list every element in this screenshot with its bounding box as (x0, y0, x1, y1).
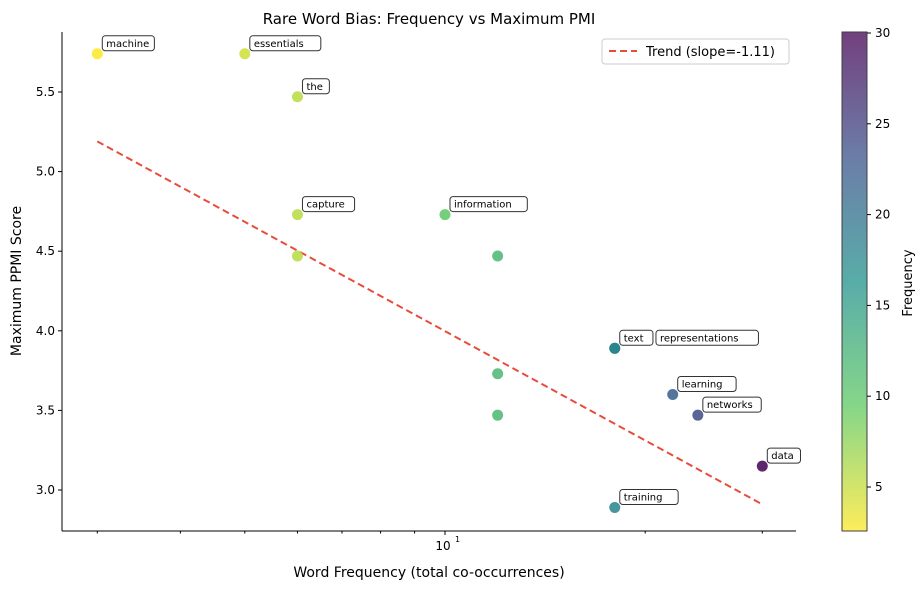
label-box (619, 329, 654, 346)
data-point (609, 342, 621, 354)
y-tick-label: 5.5 (36, 85, 55, 99)
data-point (492, 409, 504, 421)
plot-area: 3.0 3.5 4.0 4.5 5.0 5.5 10 1 the text data machine c… (36, 32, 801, 553)
data-point (91, 48, 103, 60)
point-label: text (619, 329, 654, 346)
point-label: the (301, 78, 330, 95)
y-tick-label: 5.0 (36, 165, 55, 179)
chart-title: Rare Word Bias: Frequency vs Maximum PMI (263, 10, 596, 28)
label-text: essentials (254, 39, 304, 50)
point-label: networks (702, 396, 762, 413)
point-label: data (766, 447, 801, 464)
label-text: learning (682, 379, 723, 390)
colorbar-tick-label: 10 (875, 389, 890, 403)
colorbar-tick-label: 15 (875, 298, 890, 312)
legend-trend-label: Trend (slope=-1.11) (645, 45, 775, 60)
label-box (249, 35, 322, 52)
colorbar-tick-label: 20 (875, 208, 890, 222)
data-point (439, 209, 451, 221)
y-axis-label: Maximum PPMI Score (9, 206, 25, 356)
data-point (756, 460, 768, 472)
label-text: training (624, 493, 663, 504)
trend-line (96, 140, 763, 506)
label-text: text (624, 333, 644, 344)
data-point (239, 48, 251, 60)
colorbar-tick-label: 30 (875, 26, 890, 40)
label-box (301, 196, 356, 213)
data-point (291, 209, 303, 221)
colorbar: Frequency 5 10 15 20 25 30 (841, 26, 916, 532)
data-point (291, 91, 303, 103)
label-text: networks (707, 400, 753, 411)
label-text: the (306, 82, 322, 93)
label-box (449, 196, 528, 213)
label-box (655, 329, 759, 346)
y-tick-label: 4.5 (36, 244, 55, 258)
data-point (609, 502, 621, 514)
label-text: capture (306, 200, 344, 211)
label-box (766, 447, 801, 464)
legend-box (601, 38, 790, 65)
x-tick-exponent: 1 (455, 535, 460, 544)
colorbar-tick-label: 5 (875, 480, 883, 494)
point-label: machine (101, 35, 155, 52)
point-label: learning (677, 375, 737, 392)
label-text: data (771, 451, 794, 462)
data-point (291, 250, 303, 262)
data-point (492, 250, 504, 262)
point-label: capture (301, 196, 356, 213)
legend: Trend (slope=-1.11) (601, 38, 790, 65)
data-point (667, 388, 679, 400)
colorbar-tick-label: 25 (875, 117, 890, 131)
label-box (677, 375, 737, 392)
label-box (619, 489, 679, 506)
data-point (492, 368, 504, 380)
point-label: representations (655, 329, 759, 346)
data-point (692, 409, 704, 421)
y-tick-label: 4.0 (36, 324, 55, 338)
label-box (101, 35, 155, 52)
point-label: information (449, 196, 528, 213)
label-text: representations (660, 333, 739, 344)
label-box (702, 396, 762, 413)
x-tick-label: 10 (435, 539, 450, 553)
point-label: training (619, 489, 679, 506)
y-tick-label: 3.5 (36, 403, 55, 417)
x-axis-label: Word Frequency (total co-occurrences) (293, 565, 564, 581)
colorbar-label: Frequency (901, 249, 916, 316)
point-label: essentials (249, 35, 322, 52)
label-text: machine (106, 39, 149, 50)
y-tick-label: 3.0 (36, 483, 55, 497)
label-box (301, 78, 330, 95)
label-text: information (454, 200, 512, 211)
